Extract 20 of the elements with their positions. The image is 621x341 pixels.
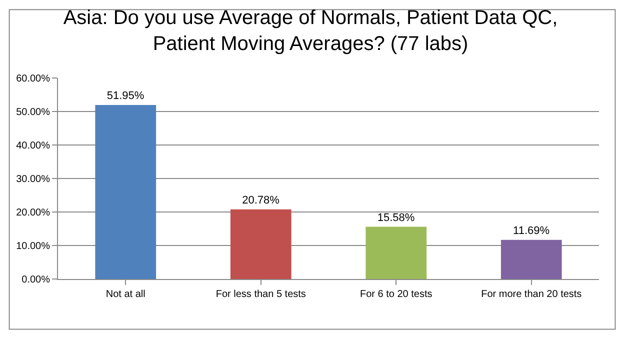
data-label: 20.78% bbox=[242, 194, 280, 206]
bar bbox=[230, 209, 292, 279]
y-tick-label: 50.00% bbox=[16, 107, 50, 118]
x-tick-label: For 6 to 20 tests bbox=[360, 289, 432, 300]
x-tick-label: For less than 5 tests bbox=[216, 289, 306, 300]
bar bbox=[500, 240, 562, 279]
y-tick-label: 30.00% bbox=[16, 174, 50, 185]
y-tick-label: 10.00% bbox=[16, 241, 50, 252]
y-tick-label: 0.00% bbox=[22, 274, 50, 286]
bar bbox=[366, 226, 427, 279]
x-tick-label: Not at all bbox=[106, 289, 146, 300]
y-tick-label: 20.00% bbox=[16, 208, 50, 218]
y-tick-label: 40.00% bbox=[16, 140, 50, 152]
y-tick-label: 60.00% bbox=[16, 74, 50, 84]
bar bbox=[95, 104, 156, 279]
data-label: 15.58% bbox=[377, 212, 415, 224]
chart-title: Asia: Do you use Average of Normals, Patient Data QC, Patient Moving Averages? (77 labs) bbox=[63, 6, 558, 55]
data-label: 11.69% bbox=[513, 224, 550, 237]
data-label: 51.95% bbox=[106, 90, 144, 102]
x-tick-label: For more than 20 tests bbox=[481, 289, 582, 300]
